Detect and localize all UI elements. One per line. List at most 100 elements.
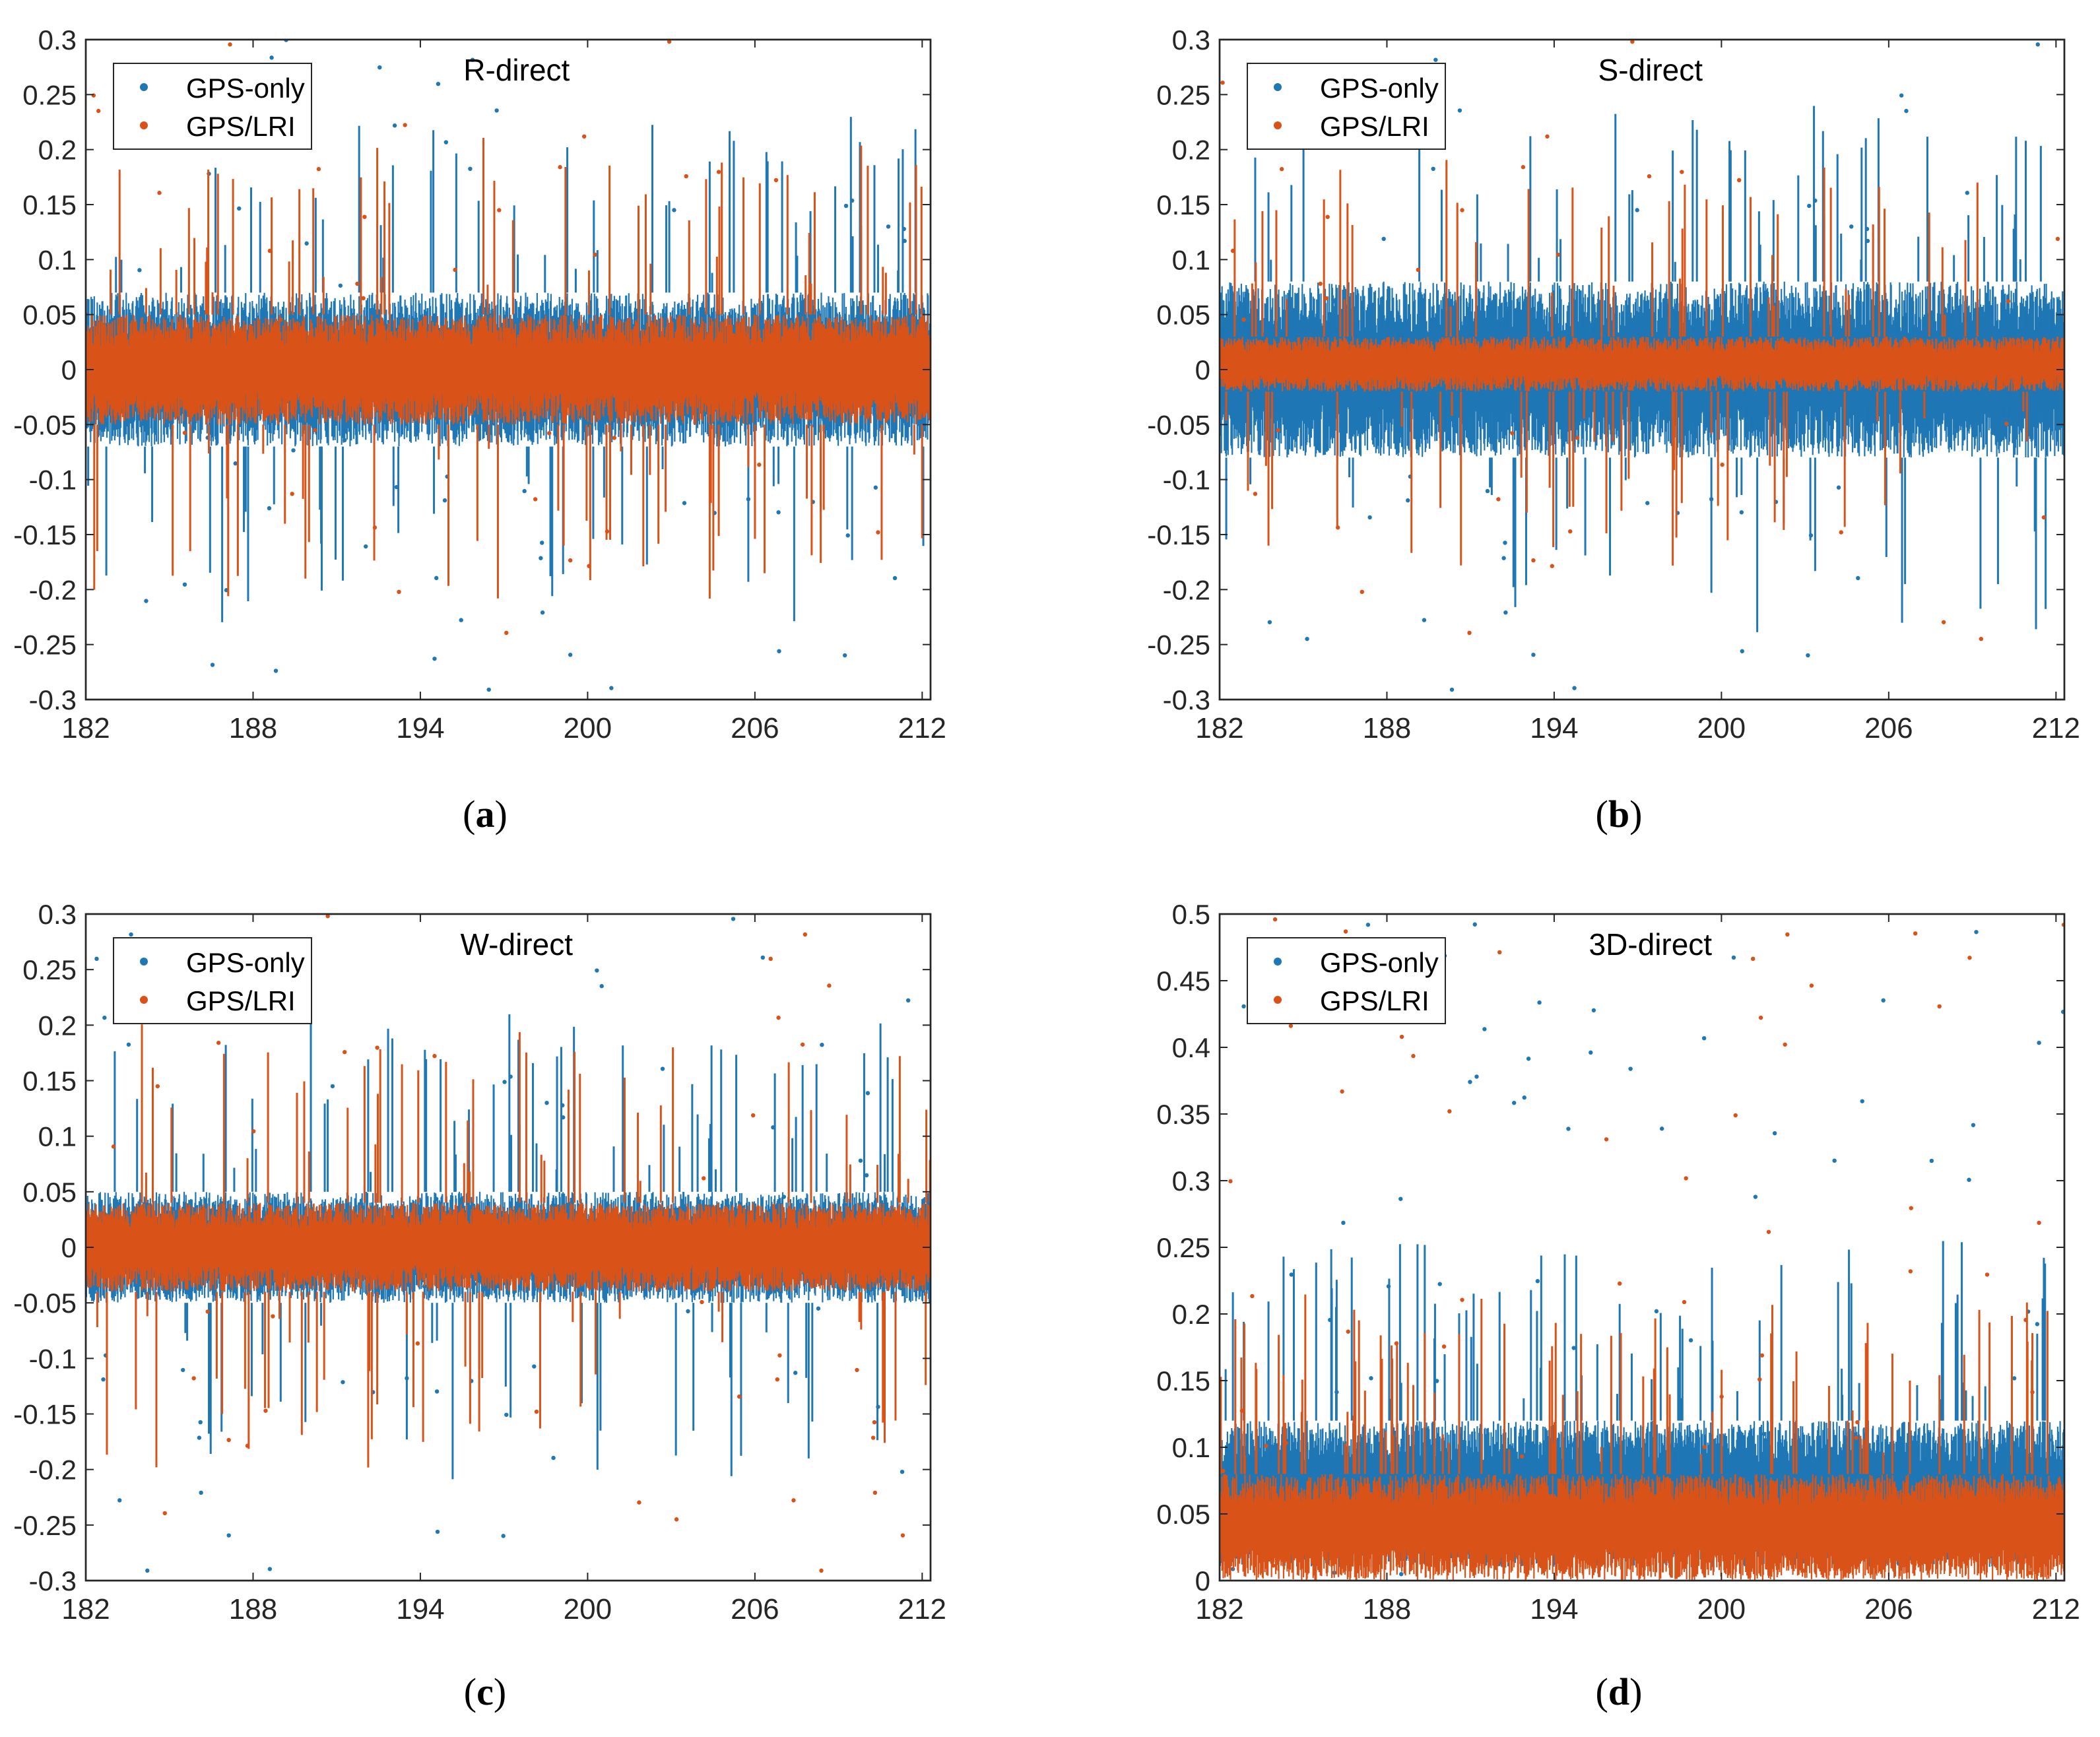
- point-outlier: [1709, 497, 1713, 501]
- point-outlier: [568, 653, 572, 657]
- point-outlier: [339, 284, 343, 288]
- point-outlier: [397, 590, 401, 594]
- y-tick-label: 0.25: [22, 79, 77, 110]
- x-tick-label: 212: [898, 712, 946, 744]
- point-outlier: [1360, 590, 1364, 594]
- point-outlier: [1531, 653, 1535, 657]
- point-outlier: [432, 657, 436, 661]
- point-outlier: [183, 431, 187, 435]
- point-outlier: [846, 533, 850, 537]
- point-outlier: [1813, 199, 1817, 203]
- point-outlier: [157, 191, 161, 195]
- point-outlier: [290, 492, 294, 496]
- point-outlier: [1381, 237, 1385, 241]
- point-outlier: [1503, 610, 1507, 614]
- point-outlier: [1458, 108, 1462, 112]
- point-outlier: [443, 498, 447, 502]
- point-outlier: [886, 224, 890, 228]
- point-outlier: [1503, 541, 1507, 544]
- point-outlier: [1865, 227, 1869, 231]
- legend-marker: [140, 83, 148, 91]
- point-outlier: [568, 558, 572, 562]
- point-outlier: [364, 544, 368, 548]
- y-tick-label: -0.15: [13, 519, 77, 550]
- point-outlier: [228, 42, 232, 46]
- point-outlier: [1336, 525, 1340, 529]
- point-outlier: [1849, 224, 1853, 228]
- point-outlier: [684, 174, 688, 178]
- point-outlier: [1276, 428, 1280, 432]
- point-outlier: [274, 669, 278, 672]
- point-outlier: [373, 525, 377, 529]
- point-outlier: [777, 649, 781, 653]
- point-outlier: [453, 268, 457, 272]
- point-outlier: [1367, 515, 1371, 519]
- legend-label: GPS/LRI: [186, 111, 296, 142]
- legend-label: GPS-only: [186, 73, 305, 104]
- point-outlier: [96, 109, 100, 113]
- point-outlier: [1572, 686, 1576, 690]
- point-outlier: [1220, 81, 1224, 84]
- point-outlier: [605, 529, 609, 533]
- point-outlier: [267, 506, 271, 510]
- legend-marker: [140, 121, 148, 129]
- point-outlier: [609, 686, 613, 690]
- point-outlier: [355, 282, 359, 286]
- point-outlier: [1635, 208, 1639, 212]
- point-outlier: [1837, 486, 1841, 490]
- point-outlier: [522, 489, 526, 493]
- y-tick-label: -0.25: [13, 630, 77, 661]
- x-tick-label: 188: [229, 712, 277, 744]
- x-tick-label: 200: [564, 712, 612, 744]
- point-outlier: [539, 556, 542, 560]
- y-tick-label: 0.1: [38, 244, 77, 275]
- point-outlier: [612, 436, 616, 440]
- point-outlier: [1406, 498, 1410, 502]
- point-outlier: [393, 123, 397, 127]
- point-outlier: [468, 167, 472, 171]
- point-outlier: [757, 463, 761, 467]
- point-outlier: [317, 167, 321, 171]
- point-outlier: [1809, 533, 1813, 537]
- point-outlier: [1856, 576, 1860, 580]
- point-outlier: [487, 688, 491, 692]
- y-tick-label: 0.15: [22, 189, 77, 220]
- point-outlier: [541, 610, 544, 614]
- point-outlier: [1318, 282, 1322, 286]
- point-outlier: [1241, 317, 1245, 321]
- point-outlier: [137, 268, 141, 272]
- y-tick-label: -0.1: [29, 465, 77, 496]
- y-tick-label: -0.05: [13, 409, 77, 440]
- point-outlier: [850, 199, 854, 203]
- y-tick-label: 0.3: [38, 24, 77, 55]
- point-outlier: [504, 631, 508, 635]
- point-outlier: [313, 428, 317, 432]
- x-tick-label: 194: [396, 712, 444, 744]
- point-outlier: [211, 663, 214, 667]
- point-outlier: [1807, 204, 1811, 208]
- point-outlier: [1253, 492, 1257, 496]
- point-outlier: [1740, 510, 1744, 514]
- point-outlier: [582, 135, 586, 139]
- point-outlier: [343, 438, 346, 442]
- point-outlier: [672, 208, 676, 212]
- point-outlier: [403, 123, 407, 127]
- point-outlier: [497, 208, 501, 212]
- point-outlier: [1645, 501, 1649, 505]
- point-outlier: [269, 55, 273, 59]
- point-outlier: [558, 165, 562, 169]
- point-outlier: [1899, 93, 1903, 97]
- chart-title-a: R-direct: [463, 53, 570, 87]
- point-outlier: [434, 576, 438, 580]
- point-outlier: [1904, 109, 1908, 113]
- point-outlier: [1501, 556, 1505, 560]
- point-outlier: [183, 582, 187, 586]
- point-outlier: [1965, 191, 1969, 195]
- point-outlier: [237, 207, 241, 211]
- point-outlier: [874, 486, 878, 490]
- point-outlier: [547, 431, 551, 435]
- point-outlier: [279, 317, 282, 321]
